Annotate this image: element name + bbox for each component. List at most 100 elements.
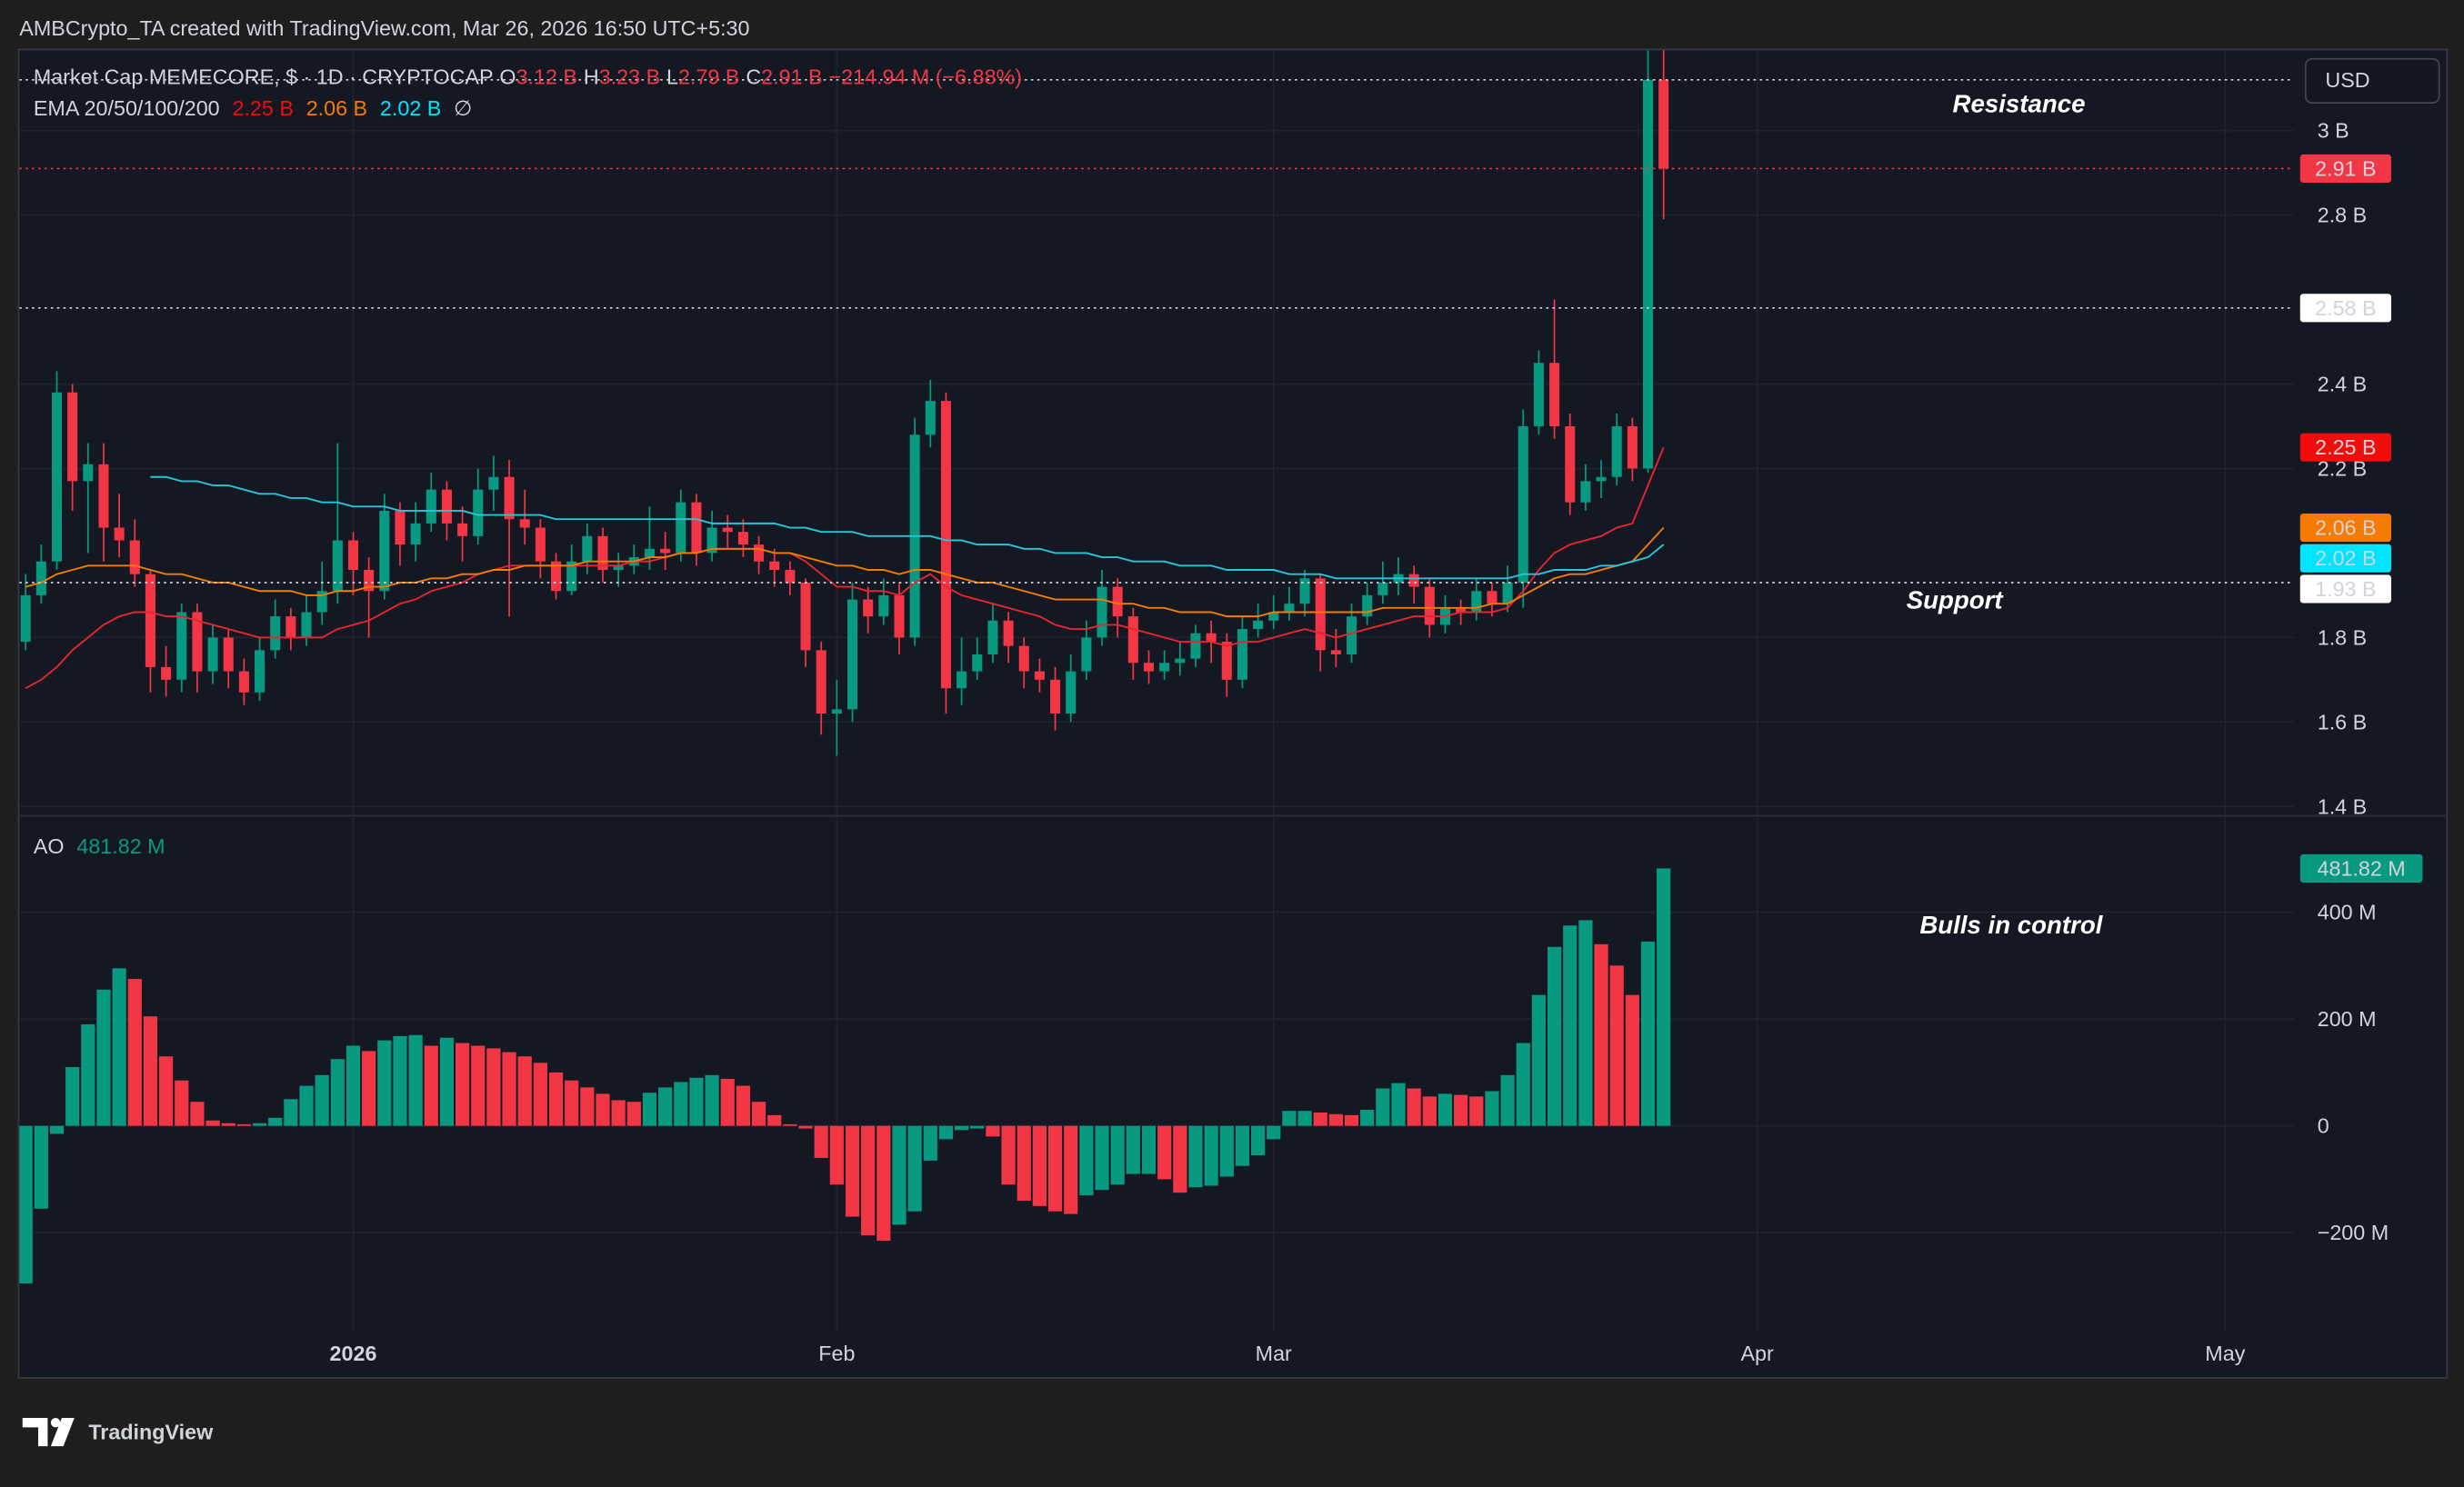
candle-body [426,489,436,524]
ao-bar [49,1125,65,1134]
ao-bar [330,1059,345,1126]
candle-body [1081,637,1092,672]
candle-body [816,650,826,714]
ao-bar [455,1043,470,1126]
candle-body [1143,663,1155,672]
candle-body [535,527,546,562]
chart-frame [17,48,2449,1379]
ao-bar [955,1125,969,1131]
x-tick-label: Apr [1740,1342,1774,1365]
ao-bar [1640,941,1656,1126]
candle-body [83,464,94,482]
ao-bar [923,1125,937,1161]
candle-body [161,666,172,680]
ao-bar [596,1093,610,1126]
legend-title: Market Cap MEMECORE, $ · 1D · CRYPTOCAP [34,65,494,89]
ao-bar [1204,1125,1218,1186]
ao-bar [424,1045,438,1126]
ao-bar [315,1074,329,1126]
candle-body [129,540,140,574]
ao-bar [1235,1125,1250,1166]
candle-body [1159,663,1170,672]
candle-body [925,401,936,435]
ao-bar [1407,1088,1421,1126]
candle-body [1362,594,1373,617]
candle-body [1549,363,1560,426]
ao-bar [1188,1125,1203,1188]
candle-body [1517,425,1528,583]
ao-bar [1047,1125,1063,1212]
annotation: Bulls in control [1919,911,2103,939]
ao-bar [658,1087,673,1126]
candle-body [846,599,858,710]
y-tick-label: 3 B [2318,119,2349,143]
candle-body [395,510,406,545]
candle-body [957,671,967,689]
y-tick-label: 400 M [2318,901,2377,924]
ao-bar [205,1120,220,1126]
y-tick-label: 1.4 B [2318,794,2367,818]
y-tick-label: 1.6 B [2318,710,2367,734]
ao-bar [814,1125,828,1158]
ao-bar [626,1102,641,1126]
legend-key: L [666,65,678,89]
ao-bar [1313,1112,1327,1126]
ao-bar [938,1125,954,1140]
ao-bar [65,1067,80,1126]
candle-body [192,612,203,672]
ao-bar [907,1125,922,1212]
indicator-extra: ∅ [454,96,472,120]
y-tick-label: 1.8 B [2318,625,2367,649]
candle-body [364,570,375,592]
ao-bar [1391,1083,1406,1126]
ao-bar [486,1048,501,1126]
ao-bar [674,1082,688,1126]
price-tag-label: 2.02 B [2315,546,2376,570]
indicator-value: 2.02 B [380,96,441,120]
y-tick-label: 0 [2318,1114,2329,1138]
candle-body [878,594,889,617]
candle-body [145,574,155,667]
ao-bar [408,1034,423,1126]
price-tag [2299,544,2391,573]
candle-body [706,527,717,554]
candle-body [301,612,312,638]
ao-bar [34,1125,48,1209]
candle-body [676,502,686,554]
ao-bar [1267,1125,1281,1140]
ao-name: AO [34,834,65,858]
ao-bar [1485,1091,1499,1126]
candle-body [457,523,468,536]
ao-bar [1017,1125,1031,1201]
candle-body [67,392,78,482]
candle-body [785,570,796,583]
ao-bar [299,1085,314,1126]
candle-body [1347,616,1357,654]
candle-body [1611,425,1622,477]
legend-key: C [746,65,761,89]
ao-bar [986,1125,1000,1137]
candle-body [691,502,702,554]
ao-bar [362,1051,376,1126]
candle-body [1642,79,1654,469]
legend-value: 2.79 B [678,65,739,89]
ao-bar [1469,1096,1484,1126]
unit-label: USD [2325,68,2369,92]
ao-bar [642,1093,657,1126]
price-tag [2299,513,2391,543]
y-tick-label: −200 M [2318,1221,2389,1244]
candle-body [940,401,951,689]
price-tag-label: 1.93 B [2315,577,2376,601]
unit-box[interactable] [2304,57,2440,105]
candle-body [722,527,733,533]
ao-bar [19,1125,33,1284]
candle-body [1627,425,1638,469]
ao-bar [221,1123,235,1126]
ao-bar [689,1077,704,1126]
ao-bar [876,1125,891,1242]
price-tag-label: 2.91 B [2315,156,2376,180]
ao-bar [845,1125,860,1217]
brand-name: TradingView [88,1421,214,1444]
legend-change: −214.94 M (−6.88%) [829,65,1023,89]
